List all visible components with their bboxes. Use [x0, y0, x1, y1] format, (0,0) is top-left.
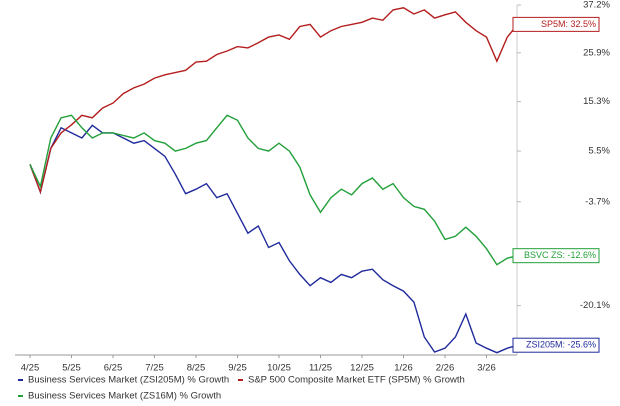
x-tick-label: 9/25	[228, 363, 247, 374]
end-label: ZSI205M: -25.6%	[526, 340, 596, 350]
end-label-box	[512, 248, 600, 264]
x-tick-label: 3/26	[477, 363, 496, 374]
y-tick-label: -20.1%	[580, 300, 611, 311]
y-tick-label: 37.2%	[583, 0, 610, 11]
x-tick-label: 11/25	[309, 363, 332, 374]
end-label-box	[512, 16, 600, 32]
x-tick-label: 1/26	[394, 363, 413, 374]
x-tick-label: 8/25	[187, 363, 206, 374]
y-tick-label: 25.9%	[583, 47, 610, 58]
end-label-box	[512, 337, 600, 353]
end-label: BSVC ZS: -12.6%	[524, 250, 596, 260]
y-tick-label: 5.5%	[588, 146, 610, 157]
x-tick-label: 12/25	[350, 363, 374, 374]
x-tick-label: 6/25	[104, 363, 123, 374]
y-tick-label: -3.7%	[585, 196, 610, 207]
x-tick-label: 2/26	[436, 363, 455, 374]
x-tick-label: 10/25	[267, 363, 291, 374]
end-label: SP5M: 32.5%	[541, 19, 596, 29]
legend-label: Business Services Market (ZS16M) % Growt…	[28, 391, 221, 402]
x-tick-label: 7/25	[145, 363, 164, 374]
legend-label: Business Services Market (ZSI205M) % Gro…	[28, 375, 229, 386]
series-line	[29, 7, 519, 195]
x-tick-label: 4/25	[21, 363, 40, 374]
y-tick-label: 15.3%	[583, 96, 610, 107]
series-line	[29, 114, 518, 266]
x-tick-label: 5/25	[62, 363, 81, 374]
legend-label: S&P 500 Composite Market ETF (SP5M) % Gr…	[248, 375, 465, 386]
